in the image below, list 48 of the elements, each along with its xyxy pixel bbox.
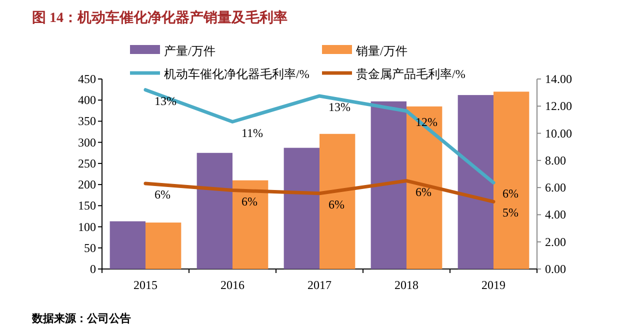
- data-label: 6%: [242, 194, 258, 208]
- y-tick-label: 450: [78, 72, 96, 86]
- y-tick-label: 150: [78, 198, 96, 213]
- data-label: 6%: [416, 184, 432, 199]
- bar: [458, 95, 494, 269]
- data-label: 6%: [502, 186, 518, 201]
- data-label: 5%: [502, 206, 518, 220]
- line-series: [144, 88, 496, 184]
- x-tick-label: 2015: [134, 278, 158, 292]
- data-label: 6%: [328, 197, 344, 212]
- bar: [370, 101, 406, 269]
- x-tick-label: 2017: [308, 278, 332, 292]
- source-note: 数据来源：公司公告: [31, 312, 131, 325]
- x-tick-label: 2019: [482, 278, 506, 292]
- y2-tick-label: 14.00: [545, 72, 572, 86]
- data-label: 11%: [242, 126, 264, 140]
- bar: [146, 222, 182, 269]
- y-tick-label: 100: [78, 220, 96, 234]
- bar: [284, 148, 320, 269]
- y2-tick-label: 2.00: [545, 234, 566, 249]
- y-tick-label: 0: [90, 262, 96, 276]
- bar: [196, 152, 232, 269]
- legend-label: 机动车催化净化器毛利率/%: [164, 67, 310, 81]
- x-tick-label: 2018: [394, 278, 418, 292]
- y2-tick-label: 8.00: [545, 153, 566, 168]
- y-tick-label: 50: [84, 240, 96, 255]
- legend-label: 贵金属产品毛利率/%: [356, 67, 466, 81]
- y2-tick-label: 12.00: [545, 99, 572, 114]
- chart-title: 图 14：机动车催化净化器产销量及毛利率: [32, 9, 288, 26]
- bar: [232, 180, 268, 269]
- y-tick-label: 300: [78, 135, 96, 150]
- bar: [320, 134, 356, 269]
- y-tick-label: 350: [78, 114, 96, 128]
- y2-tick-label: 0.00: [545, 262, 566, 276]
- y-tick-label: 200: [78, 178, 96, 192]
- legend-label: 销量/万件: [355, 44, 408, 58]
- data-label: 6%: [154, 188, 170, 202]
- y-tick-label: 400: [78, 93, 96, 108]
- y-tick-label: 250: [78, 156, 96, 170]
- bar: [494, 92, 530, 269]
- legend-label: 产量/万件: [164, 44, 216, 58]
- x-tick-label: 2016: [220, 278, 244, 292]
- bar: [110, 221, 146, 269]
- y2-tick-label: 10.00: [545, 126, 572, 140]
- data-label: 13%: [328, 100, 350, 114]
- bar: [406, 106, 442, 269]
- y2-tick-label: 4.00: [545, 208, 566, 222]
- y2-tick-label: 6.00: [545, 180, 566, 195]
